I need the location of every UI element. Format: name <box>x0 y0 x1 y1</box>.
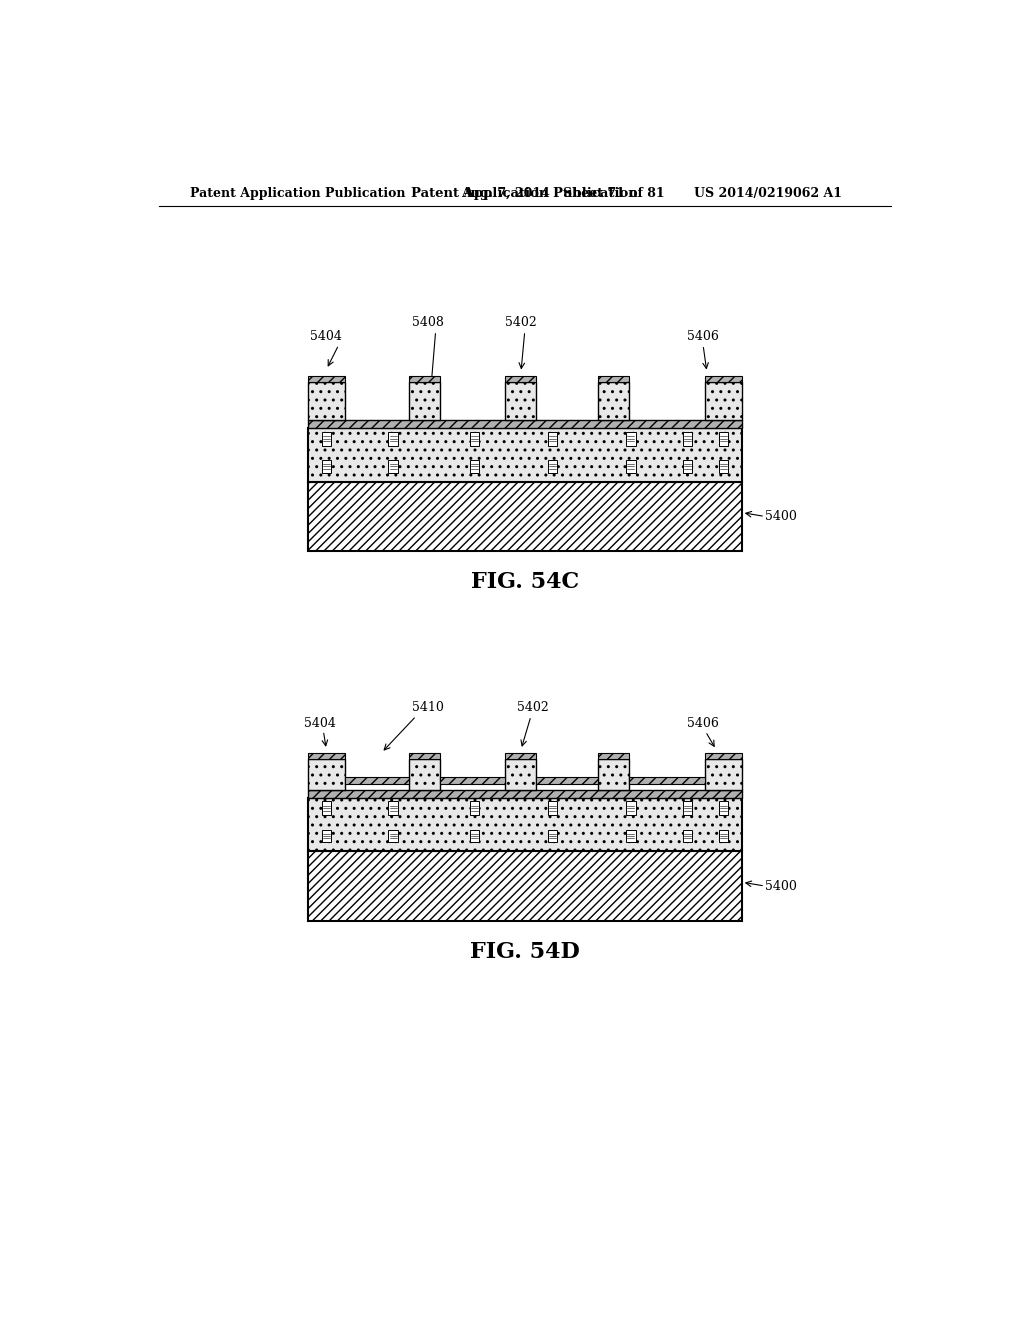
Bar <box>308 789 741 797</box>
Bar <box>627 801 636 816</box>
Text: 5400: 5400 <box>765 879 797 892</box>
Bar <box>470 461 479 473</box>
Bar <box>719 801 728 816</box>
Text: Patent Application Publication: Patent Application Publication <box>412 186 638 199</box>
Bar <box>470 432 479 446</box>
Bar <box>598 752 630 759</box>
Bar <box>308 752 345 759</box>
Bar <box>598 759 630 789</box>
Bar <box>548 830 557 842</box>
Bar <box>598 376 630 381</box>
Bar <box>308 482 741 552</box>
Bar <box>409 752 439 759</box>
Bar <box>719 830 728 842</box>
Bar <box>683 801 692 816</box>
Text: 5400: 5400 <box>765 510 797 523</box>
Bar <box>388 432 397 446</box>
Bar <box>439 777 506 784</box>
Bar <box>719 461 728 473</box>
Bar <box>388 801 397 816</box>
Text: 5404: 5404 <box>310 330 342 343</box>
Bar <box>308 428 741 482</box>
Text: 5408: 5408 <box>412 317 443 330</box>
Bar <box>506 381 537 420</box>
Bar <box>506 759 537 789</box>
Text: 5406: 5406 <box>687 330 719 343</box>
Text: US 2014/0219062 A1: US 2014/0219062 A1 <box>693 186 842 199</box>
Bar <box>308 381 345 420</box>
Text: FIG. 54D: FIG. 54D <box>470 940 580 962</box>
Bar <box>322 461 331 473</box>
Bar <box>308 759 345 789</box>
Bar <box>345 777 409 784</box>
Bar <box>627 461 636 473</box>
Bar <box>308 797 741 851</box>
Bar <box>322 432 331 446</box>
Bar <box>548 801 557 816</box>
Bar <box>322 801 331 816</box>
Bar <box>470 801 479 816</box>
Text: 5404: 5404 <box>304 717 336 730</box>
Bar <box>705 376 741 381</box>
Bar <box>409 759 439 789</box>
Bar <box>683 461 692 473</box>
Bar <box>388 830 397 842</box>
Bar <box>409 381 439 420</box>
Text: 5410: 5410 <box>412 701 443 714</box>
Bar <box>683 432 692 446</box>
Bar <box>308 420 741 428</box>
Bar <box>627 432 636 446</box>
Text: Patent Application Publication: Patent Application Publication <box>190 186 406 199</box>
Bar <box>308 376 345 381</box>
Bar <box>719 432 728 446</box>
Text: 5402: 5402 <box>517 701 549 714</box>
Bar <box>322 830 331 842</box>
Bar <box>598 381 630 420</box>
Bar <box>470 830 479 842</box>
Bar <box>630 777 705 784</box>
Text: FIG. 54C: FIG. 54C <box>471 572 579 593</box>
Text: 5406: 5406 <box>687 717 719 730</box>
Bar <box>308 851 741 921</box>
Bar <box>506 376 537 381</box>
Text: 5402: 5402 <box>505 317 537 330</box>
Bar <box>548 432 557 446</box>
Bar <box>548 461 557 473</box>
Bar <box>705 752 741 759</box>
Bar <box>627 830 636 842</box>
Bar <box>705 759 741 789</box>
Bar <box>705 381 741 420</box>
Bar <box>388 461 397 473</box>
Text: Aug. 7, 2014   Sheet 71 of 81: Aug. 7, 2014 Sheet 71 of 81 <box>461 186 665 199</box>
Bar <box>409 376 439 381</box>
Bar <box>506 752 537 759</box>
Bar <box>683 830 692 842</box>
Bar <box>537 777 598 784</box>
